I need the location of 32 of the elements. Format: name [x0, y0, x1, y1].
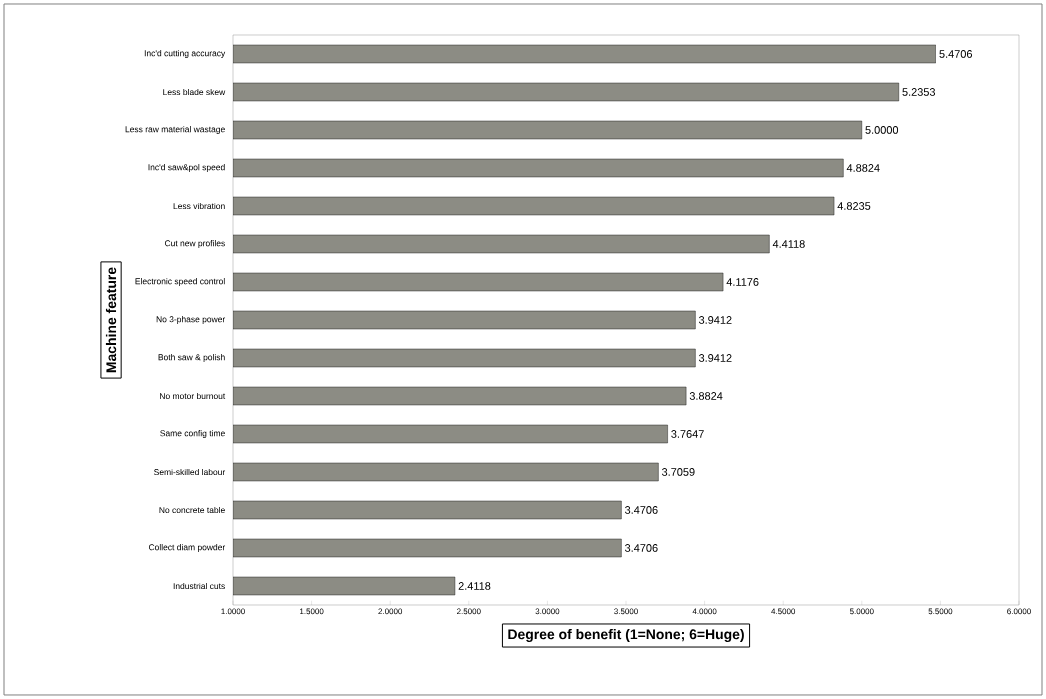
data-label: 4.8235 — [837, 202, 871, 210]
y-tick-label: No 3-phase power — [156, 316, 226, 324]
data-label: 3.7647 — [671, 430, 704, 438]
y-tick-label: No motor burnout — [160, 392, 226, 400]
data-label: 3.4706 — [625, 506, 658, 514]
data-label: 4.1176 — [726, 278, 759, 286]
y-tick-label: Industrial cuts — [173, 582, 225, 590]
data-label: 4.4118 — [772, 240, 805, 248]
x-axis-title: Degree of benefit (1=None; 6=Huge) — [508, 628, 744, 643]
y-tick-label: Semi-skilled labour — [154, 468, 226, 476]
y-tick-label: Cut new profiles — [164, 240, 225, 248]
data-label: 5.2353 — [902, 88, 936, 96]
y-tick-label: Both saw & polish — [158, 354, 225, 362]
data-label: 3.9412 — [698, 316, 732, 324]
data-label: 5.0000 — [865, 126, 899, 134]
y-tick-label: Less vibration — [173, 202, 225, 210]
data-label: 3.7059 — [661, 468, 695, 476]
data-label: 3.8824 — [689, 392, 723, 400]
y-tick-label: Collect diam powder — [148, 544, 226, 552]
y-tick-label: Electronic speed control — [135, 278, 225, 286]
y-tick-label: Less blade skew — [163, 88, 226, 96]
y-tick-label: Inc'd saw&pol speed — [148, 164, 225, 172]
data-label: 3.4706 — [625, 544, 658, 552]
y-tick-label: No concrete table — [159, 506, 225, 514]
data-label: 3.9412 — [698, 354, 732, 362]
y-axis-title: Machine feature — [105, 267, 117, 373]
y-tick-label: Same config time — [160, 430, 225, 438]
data-label: 2.4118 — [458, 582, 491, 590]
data-label: 4.8824 — [846, 164, 880, 172]
y-tick-label: Less raw material wastage — [125, 126, 225, 134]
y-tick-label: Inc'd cutting accuracy — [144, 50, 226, 58]
data-label: 5.4706 — [939, 50, 973, 58]
